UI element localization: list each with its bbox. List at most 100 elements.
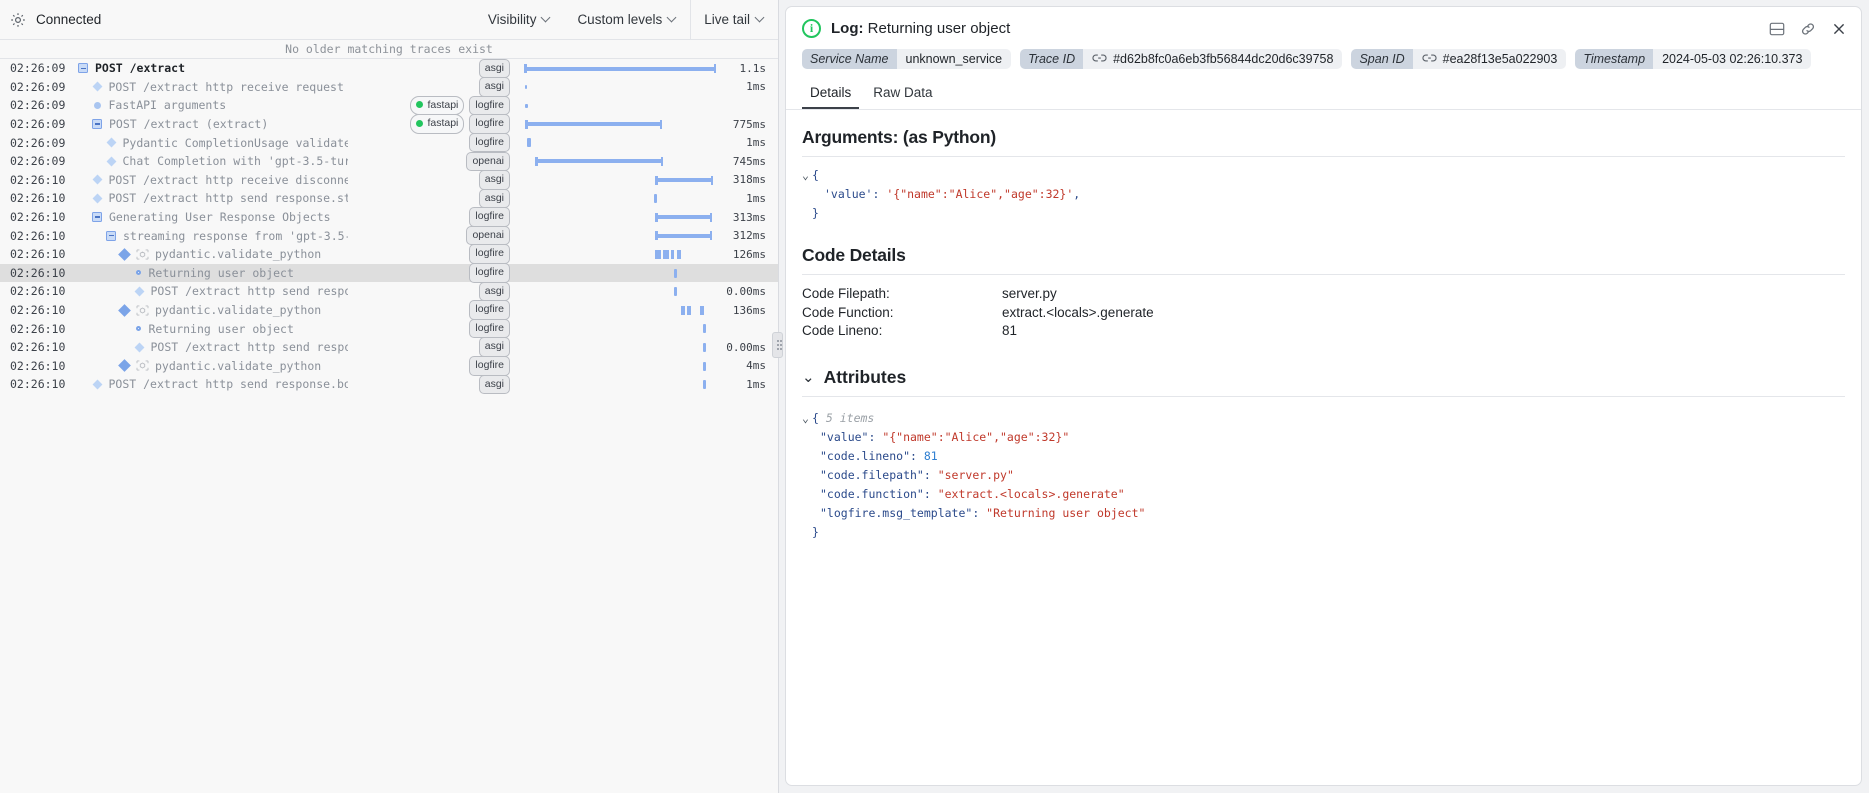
trace-row[interactable]: 02:26:10 POST /extract http send response… [0, 337, 778, 357]
panel-resize-handle[interactable] [772, 332, 783, 358]
trace-row[interactable]: 02:26:10 POST /extract http receive disco… [0, 170, 778, 190]
metadata-chip[interactable]: Timestamp 2024-05-03 02:26:10.373 [1575, 49, 1812, 69]
tab-raw-data[interactable]: Raw Data [873, 85, 933, 100]
badge-asgi[interactable]: asgi [478, 188, 510, 209]
trace-row-duration: 1ms [746, 377, 766, 391]
trace-duration-bar [654, 194, 657, 204]
toggle-collapse-icon[interactable] [78, 63, 88, 74]
trace-row-name-cell: FastAPI arguments [68, 98, 348, 112]
trace-row-bar-cell [516, 189, 716, 208]
trace-row[interactable]: 02:26:09 POST /extract (extract) fastapi lo… [0, 114, 778, 134]
badge-asgi[interactable]: asgi [478, 170, 510, 190]
badge-openai[interactable]: openai [466, 225, 510, 246]
trace-row[interactable]: 02:26:10 Returning user object logfire [0, 318, 778, 339]
chevron-down-icon [542, 14, 551, 23]
badge-logfire[interactable]: logfire [469, 114, 510, 134]
trace-row[interactable]: 02:26:10 Returning user object logfire [0, 263, 778, 283]
toggle-collapse-icon[interactable] [92, 212, 102, 223]
live-tail-dropdown[interactable]: Live tail [690, 0, 778, 40]
trace-row[interactable]: 02:26:09 Chat Completion with 'gpt-3.5-tu… [0, 151, 778, 172]
trace-row[interactable]: 02:26:10 Generating User Response Objects… [0, 207, 778, 227]
panel-layout-icon[interactable] [1768, 20, 1785, 37]
badge-label: logfire [475, 303, 504, 316]
metadata-chip-value: #ea28f13e5a022903 [1412, 49, 1567, 69]
visibility-dropdown[interactable]: Visibility [475, 0, 565, 40]
trace-row[interactable]: 02:26:10 pydantic.validate_python logfire 1… [0, 244, 778, 264]
badge-asgi[interactable]: asgi [478, 281, 510, 302]
badge-logfire[interactable]: logfire [469, 300, 510, 320]
badge-asgi[interactable]: asgi [478, 337, 510, 357]
pydantic-logo-icon [136, 249, 149, 260]
badge-asgi[interactable]: asgi [478, 59, 510, 79]
trace-row-badges: logfire [348, 207, 516, 227]
badge-logfire[interactable]: logfire [469, 207, 510, 227]
trace-duration-bar [674, 268, 677, 278]
badge-fastapi[interactable]: fastapi [410, 114, 465, 134]
trace-row-bar-cell [516, 59, 716, 78]
badge-logfire[interactable]: logfire [469, 132, 510, 153]
trace-row-label: Generating User Response Objects [109, 210, 331, 225]
metadata-chip[interactable]: Trace ID #d62b8fc0a6eb3fb56844dc20d6c3975… [1020, 49, 1343, 69]
badge-label: fastapi [427, 117, 459, 130]
trace-row-bar-cell [516, 152, 716, 171]
custom-levels-dropdown[interactable]: Custom levels [564, 0, 690, 40]
badge-logfire[interactable]: logfire [469, 244, 510, 264]
badge-label: logfire [475, 98, 504, 111]
trace-row-duration: 1.1s [739, 61, 767, 75]
trace-row[interactable]: 02:26:10 POST /extract http send response… [0, 188, 778, 209]
arguments-open-line: ⌄{ [802, 166, 1845, 185]
trace-row[interactable]: 02:26:10 POST /extract http send response… [0, 281, 778, 302]
gear-icon[interactable] [10, 12, 26, 28]
badge-label: openai [472, 228, 504, 241]
trace-row-label: POST /extract http send response.body [150, 340, 349, 355]
tab-details[interactable]: Details [802, 82, 860, 109]
trace-row[interactable]: 02:26:09 POST /extract http receive reque… [0, 77, 778, 97]
badge-logfire[interactable]: logfire [469, 95, 510, 116]
trace-row-duration: 745ms [732, 154, 766, 168]
trace-row-duration: 126ms [732, 247, 766, 261]
trace-row[interactable]: 02:26:10 POST /extract http send response… [0, 374, 778, 395]
trace-row-bar-cell [516, 245, 716, 264]
attribute-row: "code.filepath": "server.py" [802, 466, 1845, 485]
badge-fastapi[interactable]: fastapi [410, 95, 465, 116]
link-icon[interactable] [1092, 52, 1107, 66]
attribute-value: 81 [923, 448, 938, 463]
toggle-collapse-icon[interactable] [106, 230, 116, 241]
no-older-traces-notice: No older matching traces exist [0, 40, 778, 59]
badge-asgi[interactable]: asgi [478, 374, 510, 395]
dot-ring-icon [135, 270, 141, 276]
detail-tabs[interactable]: Details Raw Data [786, 69, 1861, 110]
badge-logfire[interactable]: logfire [469, 263, 510, 283]
trace-row-name-cell: streaming response from 'gpt-3.5-turbo' [68, 229, 348, 243]
metadata-chip[interactable]: Service Name unknown_service [802, 49, 1012, 69]
trace-row-label: POST /extract [95, 61, 186, 76]
trace-row[interactable]: 02:26:10 pydantic.validate_python logfire 4… [0, 356, 778, 376]
pydantic-icon [118, 303, 131, 317]
trace-row[interactable]: 02:26:09 POST /extract asgi 1.1s [0, 59, 778, 79]
badge-logfire[interactable]: logfire [469, 356, 510, 376]
trace-row[interactable]: 02:26:09 Pydantic CompletionUsage validat… [0, 132, 778, 153]
badge-asgi[interactable]: asgi [478, 77, 510, 97]
close-icon[interactable] [1830, 20, 1847, 37]
attribute-value: "extract.<locals>.generate" [937, 486, 1125, 501]
trace-row[interactable]: 02:26:10 pydantic.validate_python logfire 1… [0, 300, 778, 320]
trace-row-timestamp: 02:26:10 [10, 247, 66, 262]
toggle-collapse-icon[interactable] [92, 119, 102, 130]
trace-row-timestamp: 02:26:09 [10, 154, 66, 169]
badge-openai[interactable]: openai [466, 151, 510, 172]
chevron-down-icon[interactable]: ⌄ [802, 168, 809, 182]
trace-row-list[interactable]: 02:26:09 POST /extract asgi 1.1s 02:26:09 POS… [0, 59, 778, 793]
chevron-down-icon[interactable]: ⌄ [802, 410, 809, 425]
attribute-key: "value": [820, 429, 883, 444]
trace-row[interactable]: 02:26:09 FastAPI arguments fastapi logfire [0, 95, 778, 116]
attributes-section-header[interactable]: ⌄ Attributes [802, 367, 1845, 388]
trace-row[interactable]: 02:26:10 streaming response from 'gpt-3.5… [0, 225, 778, 246]
trace-duration-bar [527, 138, 531, 148]
metadata-chip[interactable]: Span ID #ea28f13e5a022903 [1351, 49, 1567, 69]
diamond-icon [134, 286, 144, 297]
trace-row-badges: asgi [348, 77, 516, 97]
link-icon[interactable] [1799, 20, 1816, 37]
link-icon[interactable] [1422, 52, 1437, 66]
badge-logfire[interactable]: logfire [469, 318, 510, 339]
chevron-down-icon[interactable]: ⌄ [802, 369, 815, 386]
